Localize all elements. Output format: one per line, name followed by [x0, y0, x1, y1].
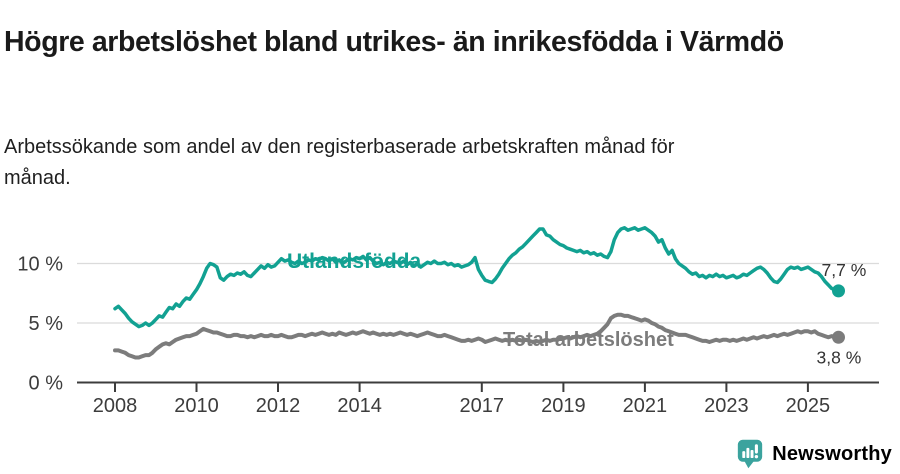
y-tick-label: 5 % [29, 313, 64, 335]
x-tick-label: 2008 [93, 395, 138, 417]
series-line-utlandsfodda [113, 226, 841, 329]
x-tick-label: 2023 [704, 395, 749, 417]
series-end-value-label: 7,7 % [822, 260, 867, 280]
y-tick-label: 10 % [17, 254, 63, 276]
x-tick-label: 2017 [460, 395, 505, 417]
newsworthy-logo[interactable]: Newsworthy [737, 439, 892, 469]
newsworthy-wordmark: Newsworthy [772, 442, 892, 465]
chart-subtitle: Arbetssökande som andel av den registerb… [4, 136, 675, 189]
series-line-total [113, 312, 841, 360]
series-end-value-label: 3,8 % [817, 347, 862, 367]
page-title: Högre arbetslöshet bland utrikes- än inr… [4, 26, 784, 59]
series-end-dot [832, 330, 845, 344]
series-end-dot [832, 284, 845, 298]
series-label-total: Total arbetslöshet [503, 329, 674, 351]
y-tick-label: 0 % [29, 373, 64, 395]
series-label-utlandsfodda: Utlandsfödda [287, 250, 421, 273]
x-tick-label: 2025 [786, 395, 831, 417]
x-tick-label: 2019 [541, 395, 586, 417]
x-tick-label: 2021 [623, 395, 668, 417]
x-tick-label: 2012 [256, 395, 301, 417]
x-tick-label: 2014 [337, 395, 382, 417]
x-tick-label: 2010 [174, 395, 219, 417]
newsworthy-bubble-chart-icon [738, 439, 763, 469]
